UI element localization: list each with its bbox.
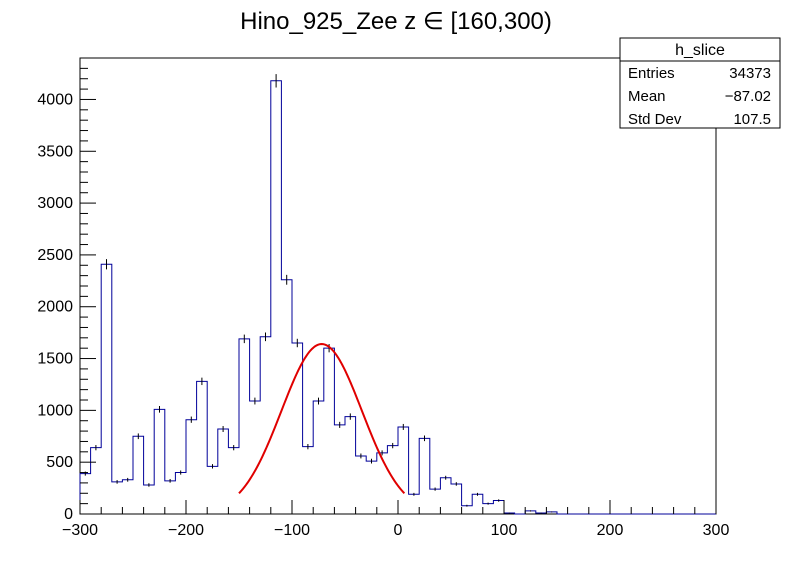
stats-box-frame: [619, 37, 781, 129]
stats-label-mean: Mean: [628, 88, 666, 105]
y-tick-label: 2500: [37, 247, 73, 264]
stats-value-entries: 34373: [729, 65, 771, 82]
x-tick-label: −300: [62, 522, 98, 539]
y-axis: 0 500 1000 1500 2000 2500 3000 3500 4000: [37, 57, 96, 523]
x-tick-label: 100: [491, 522, 518, 539]
x-tick-label: −100: [274, 522, 310, 539]
stats-box-title: h_slice: [675, 42, 725, 59]
y-tick-label: 500: [46, 454, 73, 471]
y-tick-label: 1000: [37, 402, 73, 419]
x-tick-label: −200: [168, 522, 204, 539]
x-tick-label: 0: [394, 522, 403, 539]
y-tick-label: 3500: [37, 143, 73, 160]
y-tick-label: 1500: [37, 351, 73, 368]
y-tick-label: 2000: [37, 299, 73, 316]
fit-layer: [238, 343, 406, 494]
x-axis: −300 −200 −100 0 100 200 300: [62, 500, 729, 539]
stats-label-stddev: Std Dev: [628, 111, 682, 128]
y-tick-label: 3000: [37, 195, 73, 212]
stats-label-entries: Entries: [628, 65, 675, 82]
stats-value-stddev: 107.5: [733, 111, 771, 128]
y-tick-label: 0: [64, 506, 73, 523]
y-tick-label: 4000: [37, 91, 73, 108]
stats-value-mean: −87.02: [725, 88, 771, 105]
chart-title: Hino_925_Zee z ∈ [160,300): [240, 8, 552, 35]
stats-legend-box: h_slice Entries 34373 Mean −87.02 Std De…: [619, 37, 781, 129]
gaussian-fit-curve: [238, 343, 406, 494]
x-tick-label: 200: [597, 522, 624, 539]
x-tick-label: 300: [703, 522, 730, 539]
